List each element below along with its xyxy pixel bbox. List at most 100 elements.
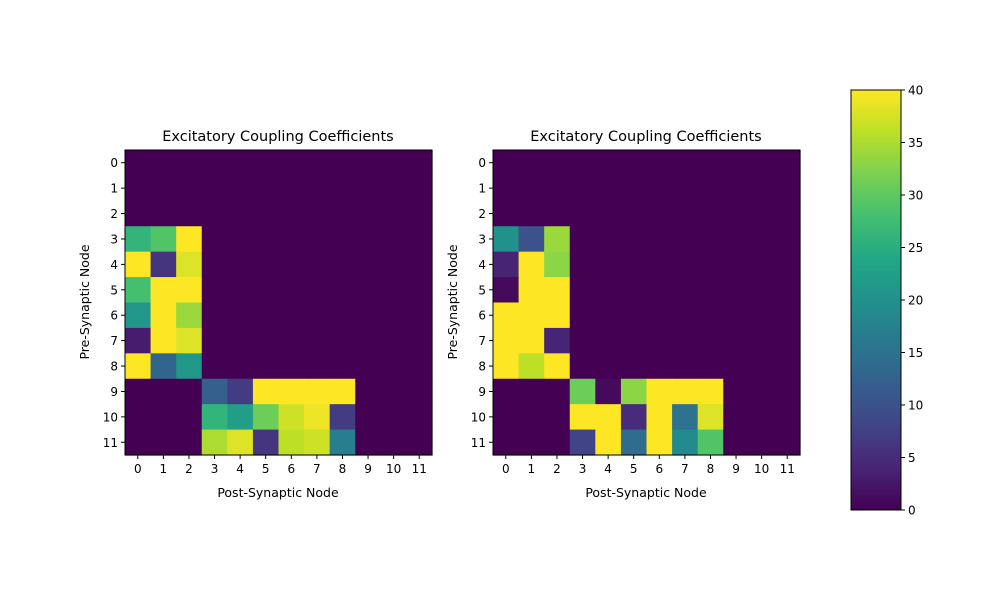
- heatmap-right: Excitatory Coupling Coefficients 0 1 2 3 4 5 6…: [445, 129, 801, 500]
- heatmap-cell: [646, 404, 673, 431]
- heatmap-cell: [150, 277, 177, 304]
- heatmap-cell: [406, 327, 433, 354]
- y-tick-label: 1: [110, 182, 118, 196]
- y-tick-label: 2: [478, 207, 486, 221]
- y-tick-label: 3: [110, 232, 118, 246]
- heatmap-cell: [595, 378, 622, 405]
- heatmap-cell: [304, 226, 331, 253]
- heatmap-cell: [569, 251, 596, 278]
- x-axis-ticks: 0 1 2 3 4 5 6 7 8 9 10 11: [134, 455, 427, 476]
- heatmap-cell: [569, 404, 596, 431]
- colorbar-tick-label: 20: [908, 294, 923, 308]
- heatmap-cell: [569, 277, 596, 304]
- heatmap-cell: [278, 150, 305, 177]
- heatmap-cell: [748, 200, 776, 227]
- heatmap-cell: [595, 302, 622, 329]
- y-axis-label: Pre-Synaptic Node: [445, 244, 460, 359]
- heatmap-cell: [150, 150, 177, 177]
- y-tick-label: 7: [110, 334, 118, 348]
- heatmap-cell: [355, 277, 382, 304]
- heatmap-cell: [620, 353, 648, 380]
- heatmap-cell: [569, 353, 596, 380]
- heatmap-cell: [150, 175, 177, 202]
- heatmap-cell: [176, 251, 203, 278]
- heatmap-cell: [748, 251, 776, 278]
- heatmap-cell: [380, 150, 408, 177]
- heatmap-cell: [544, 404, 571, 431]
- heatmap-cell: [518, 200, 545, 227]
- heatmap-cell: [672, 150, 699, 177]
- heatmap-cell: [620, 327, 648, 354]
- heatmap-cell: [723, 302, 750, 329]
- heatmap-cell: [380, 251, 408, 278]
- x-tick-label: 5: [630, 462, 638, 476]
- y-tick-label: 4: [110, 258, 118, 272]
- heatmap-cell: [646, 277, 673, 304]
- heatmap-cell: [278, 353, 305, 380]
- heatmap-cell: [278, 327, 305, 354]
- heatmap-cell: [406, 277, 433, 304]
- heatmap-cell: [252, 175, 280, 202]
- heatmap-cell: [723, 327, 750, 354]
- heatmap-cell: [406, 378, 433, 405]
- colorbar-tick-label: 40: [908, 84, 923, 98]
- heatmap-cell: [380, 226, 408, 253]
- heatmap-cell: [125, 226, 152, 253]
- heatmap-cell: [201, 150, 228, 177]
- heatmap-cell: [493, 200, 520, 227]
- heatmap-cell: [569, 429, 596, 456]
- x-tick-label: 0: [502, 462, 510, 476]
- heatmap-cell: [748, 404, 776, 431]
- heatmap-cell: [227, 429, 254, 456]
- x-tick-label: 9: [364, 462, 372, 476]
- heatmap-cell: [544, 378, 571, 405]
- heatmap-left: Excitatory Coupling Coefficients 0 1 2 3 4 5 6…: [77, 129, 433, 500]
- heatmap-cell: [125, 251, 152, 278]
- heatmap-cell: [227, 200, 254, 227]
- y-tick-label: 4: [478, 258, 486, 272]
- heatmap-cell: [748, 277, 776, 304]
- heatmap-cell: [201, 429, 228, 456]
- heatmap-cell: [304, 200, 331, 227]
- heatmap-cell: [227, 353, 254, 380]
- heatmap-cell: [304, 150, 331, 177]
- heatmap-cell: [774, 150, 801, 177]
- plot-frame: [492, 149, 801, 456]
- heatmap-cell: [748, 226, 776, 253]
- heatmap-cell: [278, 277, 305, 304]
- heatmap-cell: [493, 226, 520, 253]
- heatmap-cell: [646, 226, 673, 253]
- x-tick-label: 11: [412, 462, 427, 476]
- heatmap-cell: [620, 175, 648, 202]
- heatmap-cell: [493, 277, 520, 304]
- y-tick-label: 9: [110, 385, 118, 399]
- heatmap-cell: [646, 302, 673, 329]
- heatmap-cell: [748, 353, 776, 380]
- heatmap-cell: [620, 251, 648, 278]
- heatmap-cell: [697, 200, 724, 227]
- heatmap-cell: [380, 175, 408, 202]
- heatmap-cell: [774, 404, 801, 431]
- x-tick-label: 3: [579, 462, 587, 476]
- heatmap-cell: [518, 150, 545, 177]
- heatmap-cell: [569, 226, 596, 253]
- x-tick-label: 2: [553, 462, 561, 476]
- heatmap-cell: [329, 226, 356, 253]
- heatmap-cell: [252, 302, 280, 329]
- x-tick-label: 4: [236, 462, 244, 476]
- heatmap-cell: [227, 150, 254, 177]
- heatmap-cell: [380, 429, 408, 456]
- heatmap-cell: [697, 378, 724, 405]
- heatmap-cell: [329, 404, 356, 431]
- heatmap-cell: [176, 175, 203, 202]
- heatmap-cell: [355, 200, 382, 227]
- heatmap-cell: [252, 353, 280, 380]
- heatmap-cell: [150, 200, 177, 227]
- heatmap-cell: [201, 327, 228, 354]
- heatmap-cell: [201, 353, 228, 380]
- heatmap-cell: [544, 327, 571, 354]
- heatmap-cell: [406, 175, 433, 202]
- x-tick-label: 9: [732, 462, 740, 476]
- heatmap-cell: [150, 302, 177, 329]
- heatmap-cell: [672, 302, 699, 329]
